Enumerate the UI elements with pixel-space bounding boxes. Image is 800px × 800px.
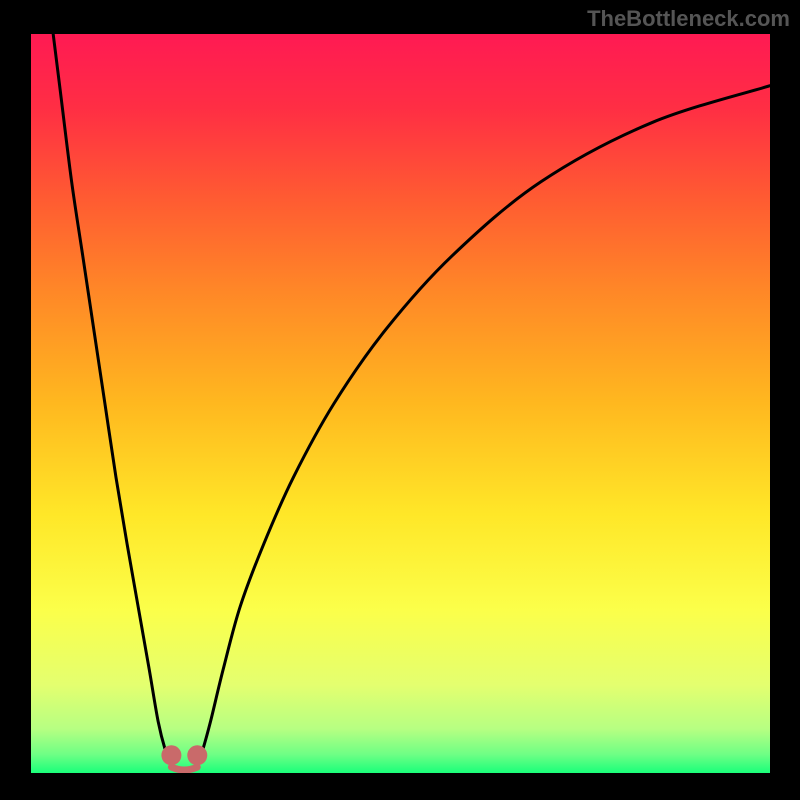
marker-connector [171, 767, 197, 770]
marker-point-0 [161, 745, 181, 765]
marker-point-1 [187, 745, 207, 765]
plot-area [31, 34, 770, 773]
chart-container: TheBottleneck.com [0, 0, 800, 800]
plot-svg [31, 34, 770, 773]
gradient-background [31, 34, 770, 773]
watermark-text: TheBottleneck.com [587, 6, 790, 32]
